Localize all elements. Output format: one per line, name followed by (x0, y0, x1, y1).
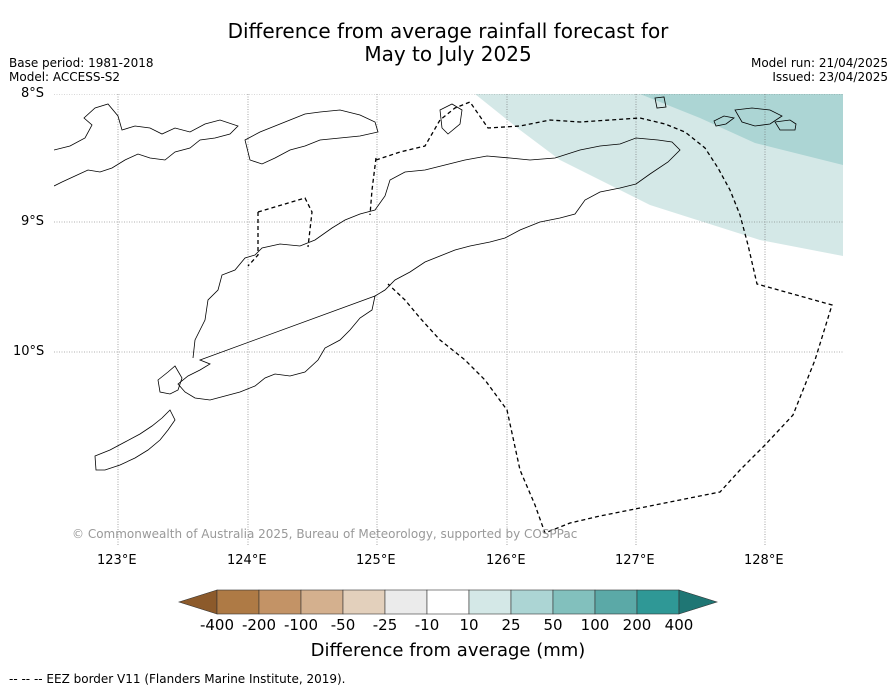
map-area: © Commonwealth of Australia 2025, Bureau… (54, 94, 843, 546)
title-line-1: Difference from average rainfall forecas… (227, 19, 669, 43)
eez-footnote: -- -- -- EEZ border V11 (Flanders Marine… (9, 672, 346, 686)
coast-sabu (94, 409, 176, 471)
colorbar-tick-label: 100 (580, 616, 610, 634)
lon-label-127e: 127°E (615, 553, 655, 568)
coast-timor-north (192, 137, 681, 359)
map-title: Difference from average rainfall forecas… (0, 20, 896, 66)
colorbar-tick-label: 25 (501, 616, 521, 634)
colorbar-tick-label: -200 (241, 616, 277, 634)
coast-moa (774, 119, 797, 131)
eez-atauro (369, 157, 377, 216)
lon-label-125e: 125°E (356, 553, 396, 568)
lat-label-10s: 10°S (13, 344, 45, 359)
lon-label-126e: 126°E (486, 553, 526, 568)
meta-right: Model run: 21/04/2025 Issued: 23/04/2025 (751, 56, 888, 84)
colorbar-tick-label: -50 (330, 616, 356, 634)
colorbar-tick-label: -400 (199, 616, 235, 634)
graticule (54, 94, 843, 546)
meta-left: Base period: 1981-2018 Model: ACCESS-S2 (9, 56, 154, 84)
colorbar-tick-label: 200 (622, 616, 652, 634)
coast-leti-2 (734, 107, 783, 127)
colorbar-tick-label: 10 (459, 616, 479, 634)
base-period: Base period: 1981-2018 (9, 56, 154, 70)
lon-label-128e: 128°E (744, 553, 784, 568)
lat-label-8s: 8°S (21, 86, 45, 101)
coast-flores-alor (54, 103, 239, 187)
lat-label-9s: 9°S (21, 214, 45, 229)
coast-wetar (439, 103, 463, 135)
colorbar-tick-label: -25 (372, 616, 398, 634)
lon-label-123e: 123°E (97, 553, 137, 568)
coast-leti-1 (713, 115, 735, 127)
eez-oecusse (247, 197, 313, 267)
coastlines (54, 96, 797, 471)
colorbar-tick-label: 50 (543, 616, 563, 634)
rainfall-band-25-50 (640, 94, 843, 165)
coast-kisar (654, 96, 667, 109)
model-run: Model run: 21/04/2025 (750, 56, 888, 70)
colorbar-tick-label: -100 (283, 616, 319, 634)
title-line-2: May to July 2025 (364, 42, 532, 66)
eez-timor-leste (375, 101, 833, 534)
coast-solor-islands (244, 109, 379, 165)
colorbar-tick-label: 400 (664, 616, 694, 634)
eez-borders (247, 101, 833, 534)
coast-rote (157, 365, 183, 395)
issued-date: Issued: 23/04/2025 (772, 70, 888, 84)
model-name: Model: ACCESS-S2 (9, 70, 121, 84)
coast-timor-south (177, 295, 376, 401)
colorbar-label: Difference from average (mm) (310, 640, 586, 661)
copyright-notice: © Commonwealth of Australia 2025, Bureau… (72, 527, 577, 541)
lon-label-124e: 124°E (227, 553, 267, 568)
colorbar-tick-label: -10 (414, 616, 440, 634)
